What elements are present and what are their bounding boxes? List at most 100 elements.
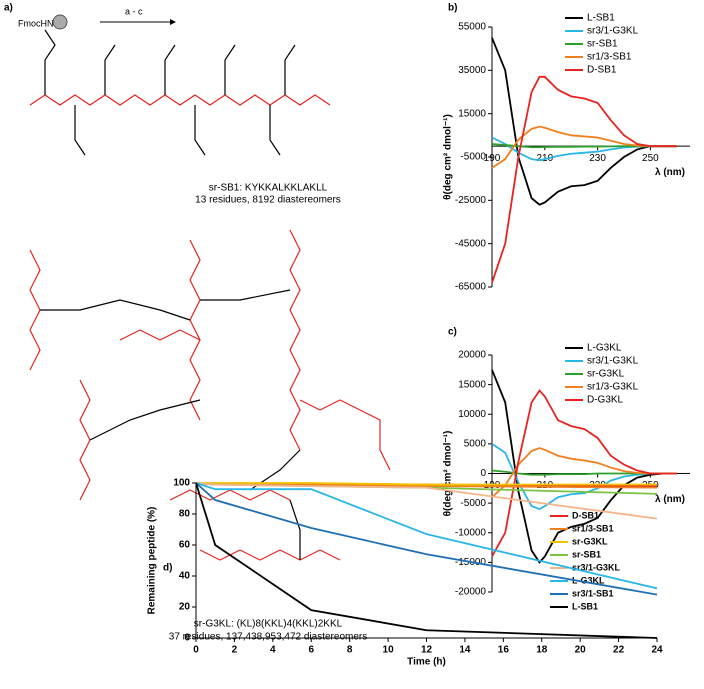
x-tick-label: 16 xyxy=(498,645,510,656)
legend-label: L-G3KL xyxy=(587,343,622,354)
branch-backbone xyxy=(29,249,41,371)
y-tick-label: 15000 xyxy=(458,379,486,390)
series-line xyxy=(491,75,677,283)
series-line xyxy=(491,369,677,564)
structure-drawing: FmocHN a - c sr-SB1: KYKKALKKLAKLL 13 re… xyxy=(18,6,391,643)
y-tick-label: 20000 xyxy=(458,350,486,361)
y-tick-label: -25000 xyxy=(455,195,487,206)
linker xyxy=(89,399,201,441)
x-tick-label: 18 xyxy=(536,645,548,656)
arrow-head xyxy=(170,19,176,25)
legend-label: sr1/3-SB1 xyxy=(587,52,632,63)
legend-label: sr3/1-G3KL xyxy=(572,562,621,572)
series-line xyxy=(195,482,658,596)
branch-backbone xyxy=(79,379,91,501)
legend-label: D-SB1 xyxy=(587,65,617,76)
y-tick-label: 55000 xyxy=(458,22,486,33)
legend-label: L-G3KL xyxy=(572,575,605,585)
x-tick-label: 24 xyxy=(651,645,663,656)
y-tick-label: 10000 xyxy=(458,409,486,420)
x-tick-label: 6 xyxy=(308,645,314,656)
linker xyxy=(40,299,191,321)
legend-label: sr3/1-G3KL xyxy=(587,26,639,37)
side-chain xyxy=(44,29,56,95)
caption: 37 residues, 137,438,953,472 diastereome… xyxy=(169,632,367,643)
caption: 13 residues, 8192 diastereomers xyxy=(195,195,341,206)
branch-backbone xyxy=(299,399,391,471)
y-tick-label: -10000 xyxy=(455,527,487,538)
y-tick-label: -5000 xyxy=(460,152,486,163)
x-tick-label: 10 xyxy=(383,645,395,656)
x-tick-label: 20 xyxy=(575,645,587,656)
backbone xyxy=(29,94,331,106)
legend-label: sr-G3KL xyxy=(572,536,608,546)
legend-label: D-G3KL xyxy=(587,395,624,406)
legend-label: sr1/3-SB1 xyxy=(572,523,614,533)
x-tick-label: 230 xyxy=(589,153,606,164)
side-chain xyxy=(284,44,296,95)
legend-label: sr3/1-G3KL xyxy=(587,356,639,367)
legend-label: sr3/1-SB1 xyxy=(572,588,614,598)
branch-backbone xyxy=(189,239,201,421)
y-tick-label: 35000 xyxy=(458,65,486,76)
legend-label: L-SB1 xyxy=(572,601,598,611)
resin-bead xyxy=(52,14,68,30)
y-tick-label: 0 xyxy=(480,468,486,479)
series-line xyxy=(491,447,677,498)
y-tick-label: 60 xyxy=(179,540,191,551)
x-axis-label: λ (nm) xyxy=(655,494,685,505)
branch-backbone xyxy=(289,229,301,451)
x-tick-label: 22 xyxy=(613,645,625,656)
x-tick-label: 12 xyxy=(421,645,433,656)
y-tick-label: 0 xyxy=(184,633,190,644)
y-axis-label: Remaining peptide (%) xyxy=(147,507,158,615)
legend-label: D-SB1 xyxy=(572,510,599,520)
y-tick-label: -65000 xyxy=(455,282,487,293)
side-chain xyxy=(194,105,206,156)
caption: sr-SB1: KYKKALKKLAKLL xyxy=(209,183,328,194)
series-line xyxy=(195,482,658,520)
y-axis-label: θ(deg cm² dmol⁻¹) xyxy=(443,431,454,517)
y-tick-label: -45000 xyxy=(455,238,487,249)
x-tick-label: 2 xyxy=(232,645,238,656)
y-tick-label: 100 xyxy=(173,478,190,489)
y-tick-label: -5000 xyxy=(460,498,486,509)
side-chain xyxy=(104,44,116,95)
y-tick-label: 20 xyxy=(179,602,191,613)
legend-label: L-SB1 xyxy=(587,13,615,24)
y-axis-label: θ(deg cm² dmol⁻¹) xyxy=(443,114,454,200)
panel-label: c) xyxy=(448,327,457,338)
legend-label: sr-SB1 xyxy=(572,549,601,559)
side-chain xyxy=(224,44,236,95)
linker xyxy=(289,499,301,560)
series-line xyxy=(491,389,677,557)
x-tick-label: 8 xyxy=(347,645,353,656)
x-tick-label: 190 xyxy=(484,153,501,164)
x-axis-label: Time (h) xyxy=(407,657,446,668)
structure-label: FmocHN xyxy=(18,18,54,28)
x-tick-label: 14 xyxy=(459,645,471,656)
linker xyxy=(200,289,291,301)
structure-label: a - c xyxy=(125,6,143,16)
x-tick-label: 250 xyxy=(642,153,659,164)
panel-label: b) xyxy=(448,3,457,14)
legend-label: sr-G3KL xyxy=(587,369,625,380)
side-chain xyxy=(164,44,176,95)
series-line xyxy=(196,482,657,486)
x-axis-label: λ (nm) xyxy=(655,167,685,178)
side-chain xyxy=(74,105,86,156)
legend-label: sr1/3-G3KL xyxy=(587,382,639,393)
caption: sr-G3KL: (KL)8(KKL)4(KKL)2KKL xyxy=(194,619,343,630)
branch-backbone xyxy=(119,329,201,341)
legend-label: sr-SB1 xyxy=(587,39,618,50)
branch-backbone xyxy=(169,489,291,501)
x-tick-label: 0 xyxy=(193,645,199,656)
panel-label: d) xyxy=(163,563,172,574)
series-line xyxy=(195,482,658,639)
x-tick-label: 4 xyxy=(270,645,276,656)
y-tick-label: 5000 xyxy=(464,439,487,450)
y-tick-label: 40 xyxy=(179,571,191,582)
y-tick-label: 15000 xyxy=(458,108,486,119)
side-chain xyxy=(269,105,281,156)
